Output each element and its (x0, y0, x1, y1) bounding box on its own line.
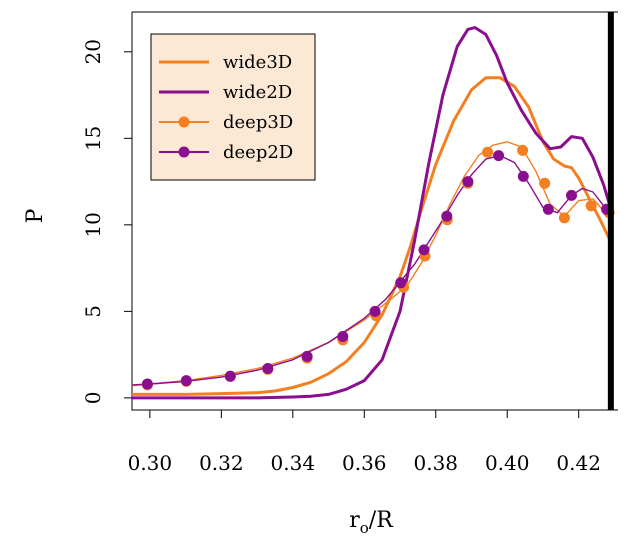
data-point-deep3D (482, 146, 494, 158)
x-tick-label: 0.34 (271, 451, 316, 475)
plot-frame (131, 11, 618, 411)
y-axis: 0 5 10 15 20 (81, 39, 132, 404)
series-line-wide2D (132, 26, 613, 400)
x-tick-label: 0.36 (342, 451, 387, 475)
data-point-deep2D (369, 305, 381, 317)
x-axis: 0.30 0.32 0.34 0.36 0.38 0.40 0.42 (128, 410, 601, 475)
x-tick-label: 0.42 (556, 451, 601, 475)
legend-label-deep2D: deep2D (223, 142, 293, 163)
data-point-deep2D (180, 375, 192, 387)
data-point-deep2D (141, 378, 153, 390)
x-tick-label: 0.38 (413, 451, 458, 475)
y-tick-label: 20 (81, 39, 105, 64)
data-point-deep2D (517, 170, 529, 182)
data-point-deep3D (585, 200, 597, 212)
legend-box (150, 33, 316, 181)
x-tick-label: 0.32 (199, 451, 244, 475)
y-tick-label: 0 (81, 392, 105, 405)
legend-label-wide3D: wide3D (223, 52, 292, 73)
legend-marker-deep2D (178, 146, 190, 158)
legend: wide3D wide2D deep3D deep2D (150, 33, 316, 181)
legend-label-wide2D: wide2D (223, 82, 292, 103)
x-tick-label: 0.40 (485, 451, 530, 475)
y-tick-label: 15 (81, 126, 105, 151)
data-point-deep2D (418, 244, 430, 256)
y-tick-label: 5 (81, 305, 105, 318)
data-point-deep2D (542, 203, 554, 215)
data-point-deep3D (558, 212, 570, 224)
legend-marker-deep3D (178, 116, 190, 128)
series-line-wide3D (132, 76, 613, 396)
data-point-deep2D (262, 363, 274, 374)
data-point-deep2D (462, 176, 474, 188)
data-point-deep3D (517, 144, 529, 156)
data-point-deep2D (441, 210, 453, 222)
data-point-deep2D (493, 150, 505, 162)
plot-area (131, 11, 618, 411)
x-tick-label: 0.30 (128, 451, 173, 475)
y-tick-label: 10 (81, 212, 105, 237)
data-point-deep2D (301, 350, 313, 362)
data-point-deep2D (337, 331, 349, 342)
y-axis-title: P (23, 208, 48, 223)
data-point-deep2D (395, 277, 407, 289)
data-point-deep2D (566, 189, 577, 201)
data-point-deep3D (539, 177, 551, 189)
x-axis-title: ro/R (349, 508, 394, 537)
series-line-deep2D (132, 154, 612, 386)
legend-label-deep3D: deep3D (223, 112, 293, 133)
data-point-deep2D (224, 370, 236, 382)
